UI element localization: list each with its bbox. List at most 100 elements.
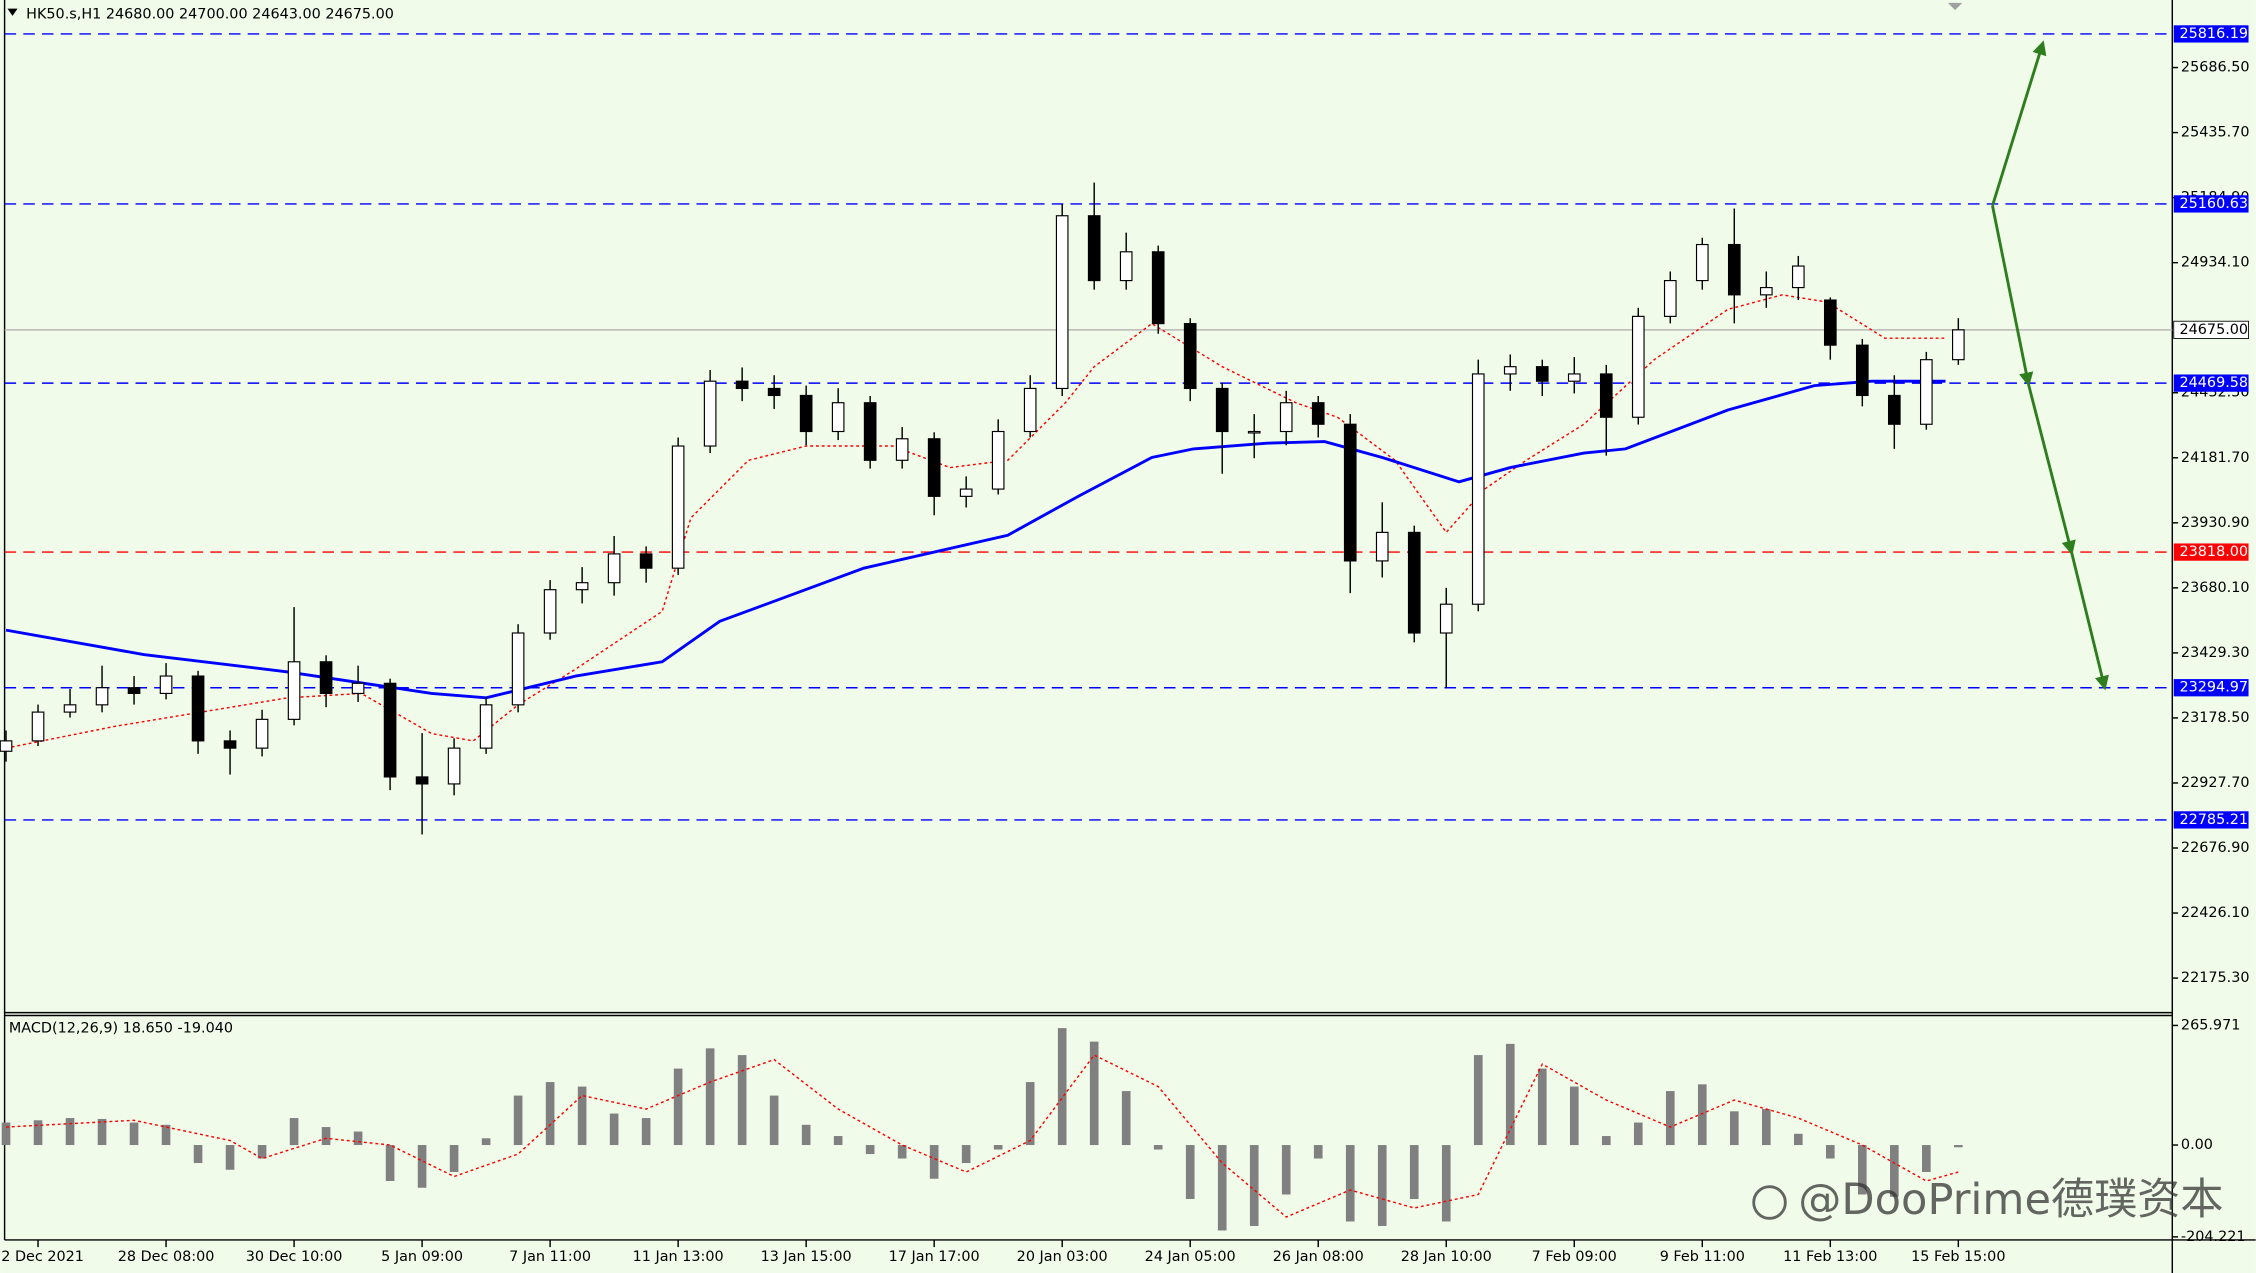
macd-bar (1633, 1122, 1643, 1146)
x-tick-label: 30 Dec 10:00 (246, 1249, 343, 1265)
y-tick-label: 25686.50 (2181, 60, 2250, 76)
candle-body (607, 553, 621, 584)
macd-bar (1473, 1055, 1483, 1146)
y-tick-label: 22927.70 (2181, 775, 2250, 791)
x-tick-label: 11 Jan 13:00 (633, 1249, 724, 1265)
macd-bar (1153, 1145, 1163, 1150)
y-tick-label: 22676.90 (2181, 840, 2250, 856)
macd-bar (65, 1118, 75, 1146)
macd-bar (769, 1095, 779, 1146)
arrow-down (1991, 205, 2034, 387)
macd-bar (289, 1118, 299, 1146)
y-tick-label: 22426.10 (2181, 905, 2250, 921)
candle-body (1727, 243, 1741, 296)
macd-bar (449, 1145, 459, 1173)
y-tick-label: 22175.30 (2181, 970, 2250, 986)
y-tick-label: 25435.70 (2181, 125, 2250, 141)
level-box (2173, 811, 2249, 829)
candle-body (63, 704, 77, 713)
macd-bar (1825, 1145, 1835, 1159)
candle-body (1599, 373, 1613, 418)
macd-bar (1441, 1145, 1451, 1222)
macd-bar (1185, 1145, 1195, 1199)
arrow-down (2027, 383, 2076, 556)
macd-bar (641, 1118, 651, 1146)
level-box (2173, 195, 2249, 213)
macd-signal (5, 1054, 1959, 1218)
candle-body (1791, 265, 1805, 289)
macd-bar (1954, 1145, 1963, 1148)
candle-body (1247, 430, 1261, 434)
chart-title: HK50.s,H1 24680.00 24700.00 24643.00 246… (26, 6, 394, 22)
candle-body (1663, 280, 1677, 317)
candle-body (575, 582, 589, 591)
candle-body (1151, 251, 1165, 325)
candle-body (1215, 387, 1229, 433)
candle-body (511, 632, 525, 706)
x-tick-label: 28 Dec 08:00 (118, 1249, 215, 1265)
candle-body (895, 438, 909, 461)
candle-body (223, 740, 237, 749)
macd-bar (1313, 1145, 1323, 1159)
y-tick-label: 23429.30 (2181, 645, 2250, 661)
x-tick-label: 26 Jan 08:00 (1273, 1249, 1364, 1265)
macd-bar (1121, 1091, 1131, 1146)
y-tick-label: -204.221 (2181, 1229, 2246, 1245)
macd-bar (1089, 1041, 1099, 1146)
candle-body (287, 661, 301, 720)
macd-bar (1217, 1145, 1227, 1231)
levels (4, 33, 2173, 821)
level-box (2173, 374, 2249, 392)
arrow-up (1991, 40, 2047, 207)
candle-body (1887, 394, 1901, 425)
macd-bar (833, 1136, 843, 1146)
level-label: 22785.21 (2179, 812, 2248, 828)
macd-bar (1890, 1145, 1899, 1197)
macd-bar (1697, 1084, 1707, 1146)
macd-bar (1377, 1145, 1387, 1226)
macd-bar (993, 1145, 1003, 1150)
symbol-menu-icon[interactable] (7, 8, 18, 16)
candle-body (1119, 251, 1133, 282)
candle-body (319, 661, 333, 694)
macd-bar (737, 1055, 747, 1146)
x-tick-label: 20 Jan 03:00 (1017, 1249, 1108, 1265)
candle-body (1695, 243, 1709, 282)
candle-body (1951, 329, 1965, 361)
y-tick-label: 23930.90 (2181, 515, 2250, 531)
candle-body (127, 687, 141, 694)
macd-bar (609, 1113, 619, 1146)
level-label: 23818.00 (2179, 544, 2248, 560)
moving-average (5, 379, 1946, 700)
macd-bar (1, 1122, 11, 1146)
x-tick-label: 5 Jan 09:00 (381, 1249, 463, 1265)
macd-bar (1793, 1133, 1803, 1146)
x-tick-label: 28 Jan 10:00 (1401, 1249, 1492, 1265)
macd-bar (1922, 1145, 1931, 1173)
x-tick-label: 24 Jan 05:00 (1145, 1249, 1236, 1265)
macd-bar (97, 1118, 107, 1146)
candle-body (1823, 299, 1837, 346)
macd-bar (1057, 1028, 1067, 1146)
macd-bar (961, 1145, 971, 1164)
macd-bar (801, 1124, 811, 1146)
level-box (2173, 543, 2249, 561)
macd-bar (321, 1127, 331, 1146)
macd-bar (1409, 1145, 1419, 1199)
candle-body (1407, 531, 1421, 634)
macd-bar (1345, 1145, 1355, 1222)
x-tick-label: 17 Jan 17:00 (889, 1249, 980, 1265)
candle-body (1471, 373, 1485, 605)
macd-bar (129, 1122, 139, 1146)
x-tick-label: 7 Feb 09:00 (1532, 1249, 1617, 1265)
candles (0, 182, 1965, 1231)
y-tick-label: 23178.50 (2181, 710, 2250, 726)
candle-body (1183, 323, 1197, 390)
candle-body (447, 747, 461, 785)
macd-bar (1025, 1082, 1035, 1146)
watermark: @DooPrime德璞资本 (1752, 1175, 2224, 1225)
candle-body (351, 682, 365, 694)
shift-marker[interactable] (1947, 2, 1963, 11)
